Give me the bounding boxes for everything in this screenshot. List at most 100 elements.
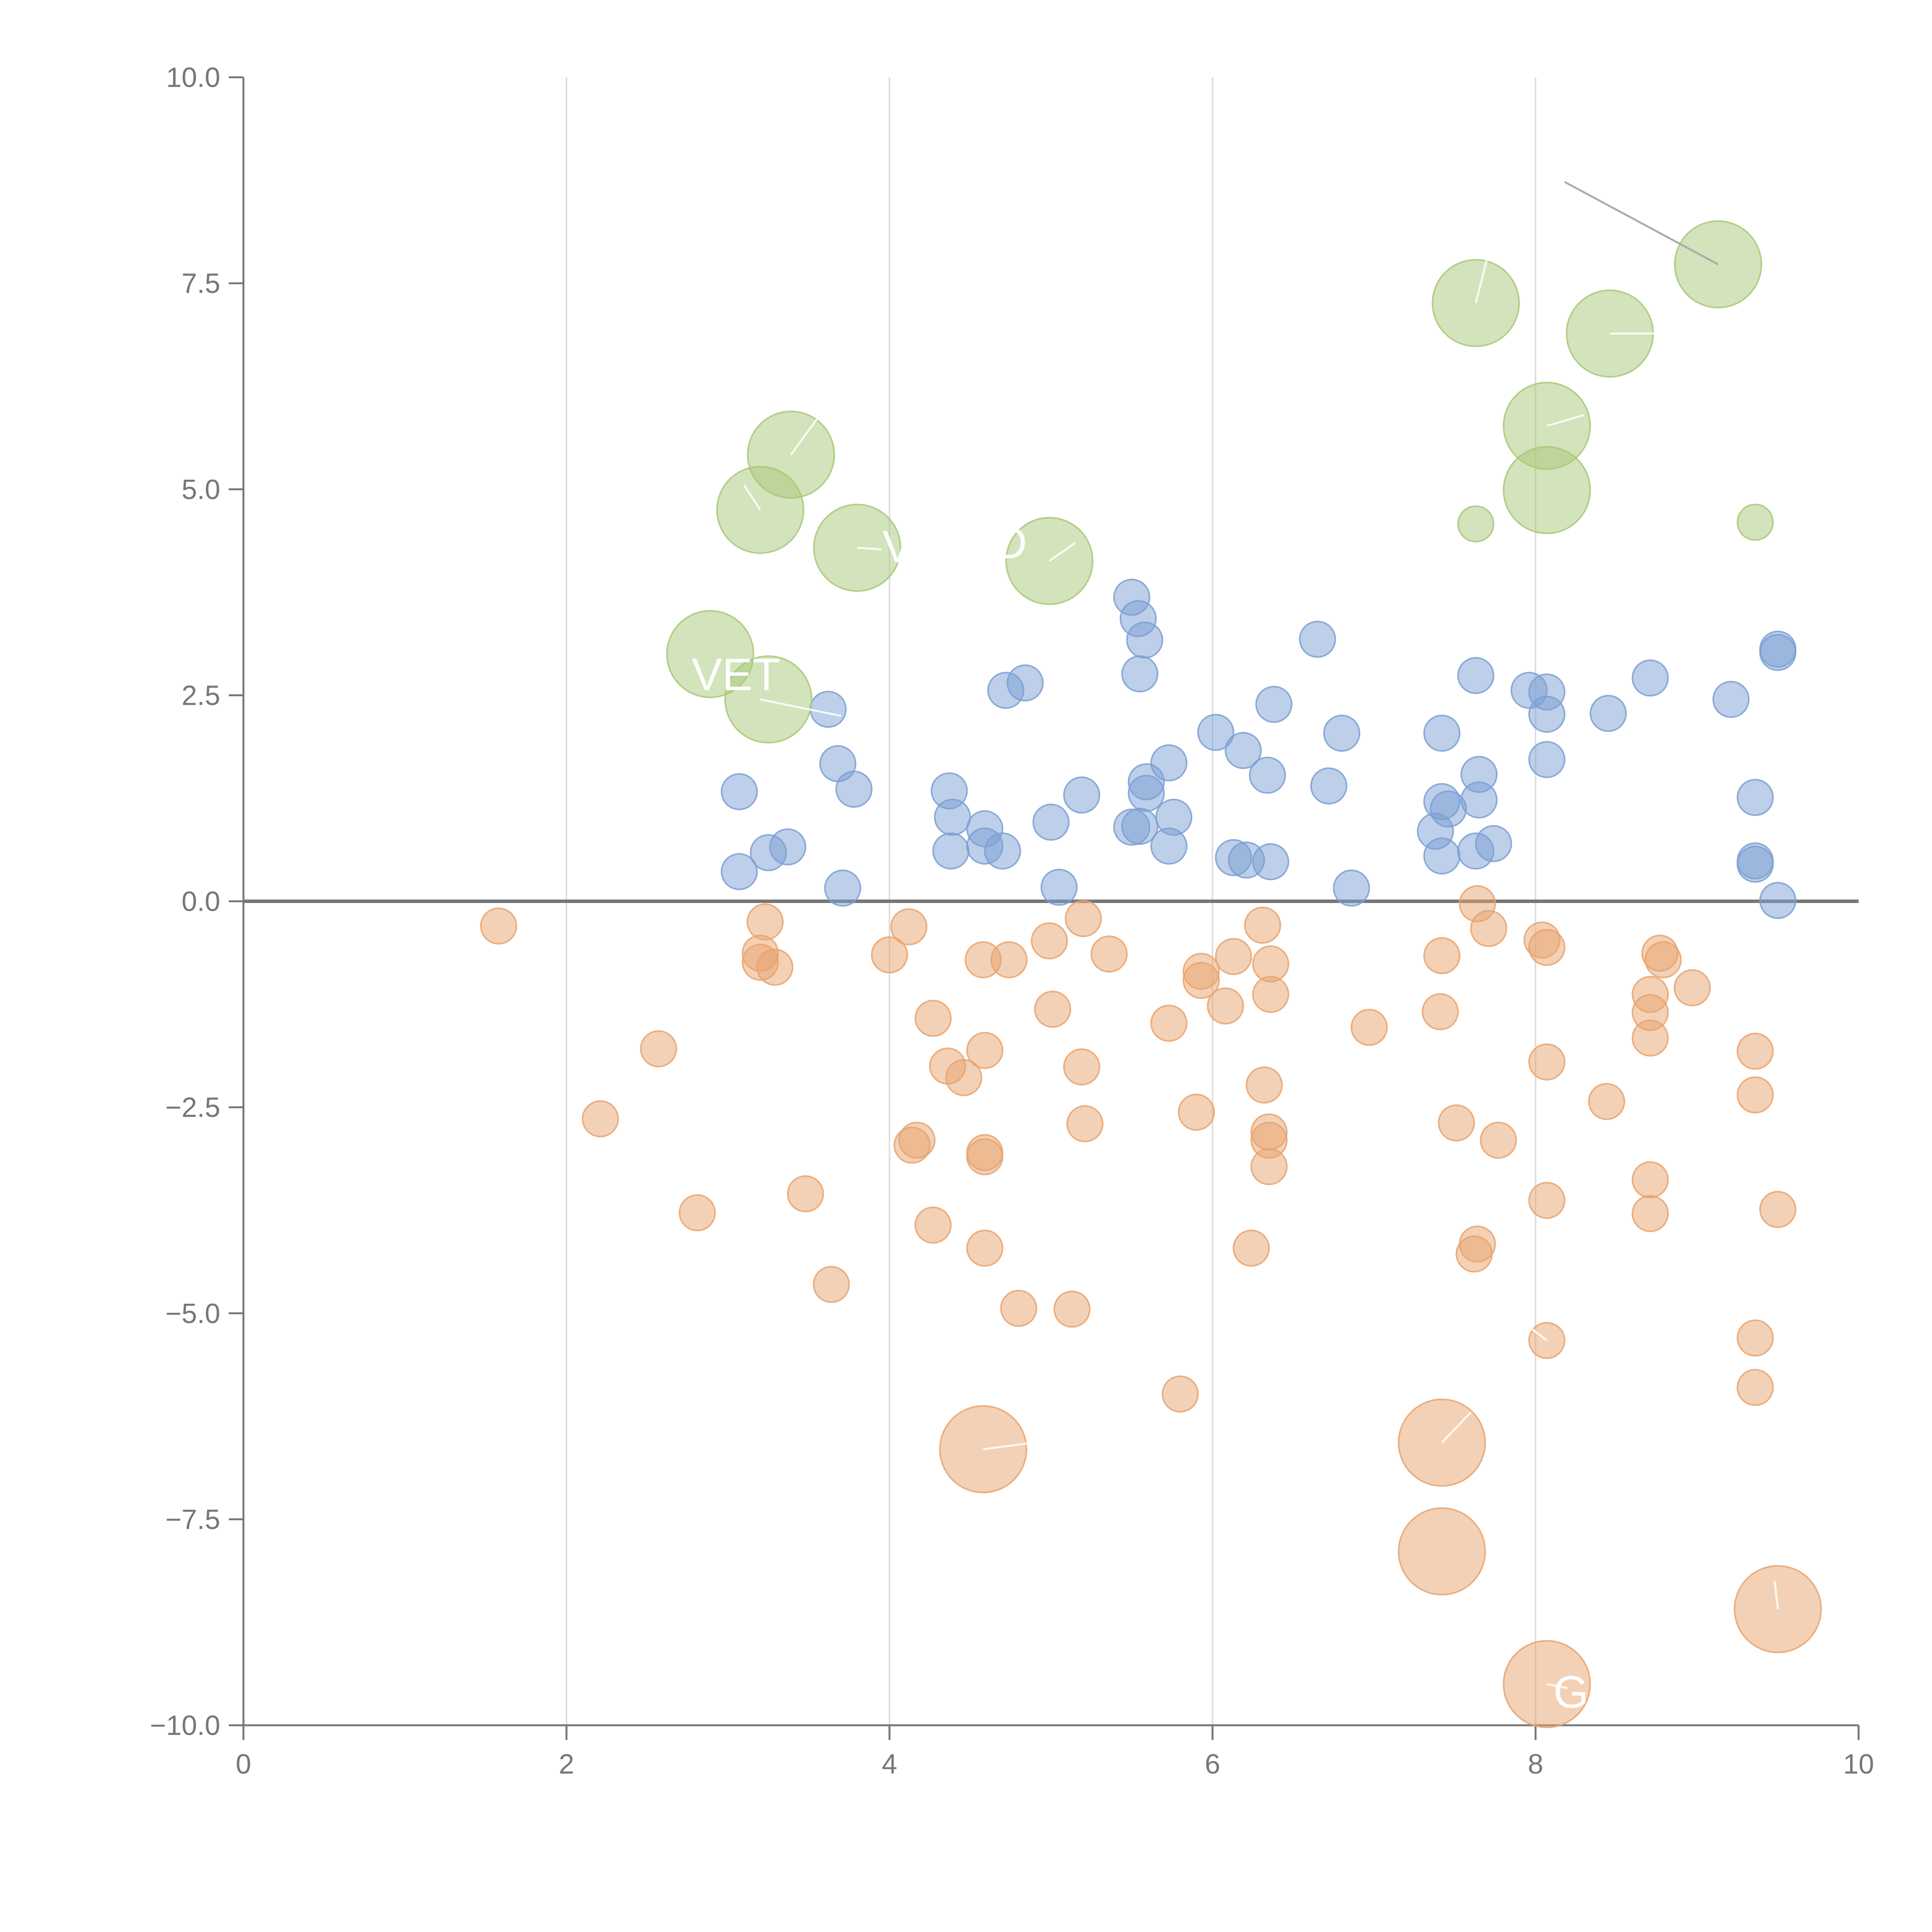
data-point [1438, 1104, 1475, 1142]
data-point [1631, 1195, 1669, 1232]
data-point [1736, 1369, 1774, 1406]
data-point [1736, 1076, 1774, 1114]
data-point [1528, 929, 1566, 966]
leader-line [743, 485, 761, 510]
y-tick-label: −7.5 [165, 1504, 220, 1535]
leader-line [1475, 258, 1488, 303]
data-point [1457, 657, 1495, 694]
data-point [1631, 1019, 1669, 1057]
leader-line [1527, 1325, 1548, 1342]
data-point [747, 903, 784, 940]
data-points [480, 220, 1822, 1728]
annotation-leader [857, 547, 882, 551]
data-point [1459, 1225, 1496, 1263]
annotation-label: D [994, 517, 1027, 568]
data-point [966, 1032, 1003, 1069]
data-point [1182, 952, 1220, 990]
data-point [1032, 803, 1070, 841]
data-point [1423, 937, 1461, 975]
data-point [1053, 1291, 1091, 1328]
data-point [1178, 1094, 1215, 1131]
data-point [1252, 976, 1289, 1013]
data-point [914, 1000, 952, 1037]
data-point [1255, 685, 1293, 723]
data-point [1645, 941, 1682, 978]
data-point [1063, 1048, 1100, 1086]
annotations: VET V D G [692, 181, 1779, 1718]
data-point [1150, 827, 1188, 865]
data-point [1150, 744, 1188, 782]
data-point [756, 949, 794, 986]
data-point [835, 770, 873, 808]
data-point [1528, 741, 1566, 778]
leader-line [790, 418, 818, 456]
x-tick-label: 4 [882, 1749, 897, 1780]
data-point [1759, 882, 1796, 919]
data-point [890, 908, 928, 946]
data-point [1007, 664, 1044, 702]
data-point [1712, 681, 1750, 718]
data-point [1590, 695, 1627, 732]
data-point [1470, 910, 1507, 947]
y-tick-label: −2.5 [165, 1092, 220, 1123]
y-tick-label: −10.0 [150, 1710, 220, 1741]
y-tick-label: 10.0 [166, 62, 220, 93]
data-point [1423, 714, 1461, 752]
data-point [810, 690, 847, 728]
data-point [1350, 1009, 1388, 1046]
data-point [813, 1266, 850, 1303]
data-point [1323, 714, 1361, 752]
data-point [679, 1194, 716, 1231]
x-tick-label: 8 [1528, 1749, 1543, 1780]
data-point [1503, 446, 1591, 534]
data-point [1034, 990, 1071, 1028]
data-point [990, 941, 1028, 978]
data-point [1244, 906, 1281, 944]
annotation-label: G [1553, 1667, 1589, 1718]
x-tick-label: 2 [559, 1749, 574, 1780]
data-point [1310, 767, 1347, 804]
y-tick-label: 5.0 [182, 474, 220, 505]
data-point [724, 655, 813, 744]
y-tick-label: 7.5 [182, 268, 220, 299]
data-point [1736, 1032, 1774, 1070]
data-point [1063, 776, 1100, 814]
data-point [932, 832, 969, 870]
data-point [1299, 621, 1336, 658]
annotation-label: V [883, 522, 913, 573]
data-point [1475, 825, 1512, 862]
data-point [1250, 1148, 1288, 1185]
data-point [1215, 938, 1252, 975]
data-point [1197, 714, 1235, 751]
leader-line [1774, 1581, 1779, 1609]
data-point [1588, 1083, 1625, 1120]
data-point [1040, 869, 1078, 906]
data-point [1066, 1105, 1104, 1143]
y-tick-label: −5.0 [165, 1298, 220, 1329]
data-point [1245, 1066, 1283, 1104]
data-point [1000, 1289, 1037, 1327]
data-point [1736, 845, 1774, 883]
leader-line [983, 1442, 1027, 1451]
data-point [914, 1206, 952, 1244]
data-point [934, 798, 971, 836]
data-point [1528, 696, 1566, 733]
data-point [1090, 935, 1128, 973]
data-point [721, 853, 758, 890]
data-point [787, 1175, 824, 1213]
data-point [1460, 781, 1498, 819]
data-point [769, 828, 806, 866]
data-point [984, 832, 1021, 870]
data-point [824, 869, 861, 907]
data-point [1128, 775, 1165, 812]
data-point [871, 936, 908, 974]
data-point [1673, 969, 1711, 1007]
data-point [1252, 843, 1289, 881]
data-point [966, 1230, 1003, 1267]
leader-line [1564, 181, 1719, 265]
data-point [1233, 1230, 1270, 1267]
data-point [1736, 503, 1774, 541]
y-tick-label: 2.5 [182, 680, 220, 711]
x-tick-label: 10 [1843, 1749, 1874, 1780]
data-point [1422, 993, 1459, 1031]
